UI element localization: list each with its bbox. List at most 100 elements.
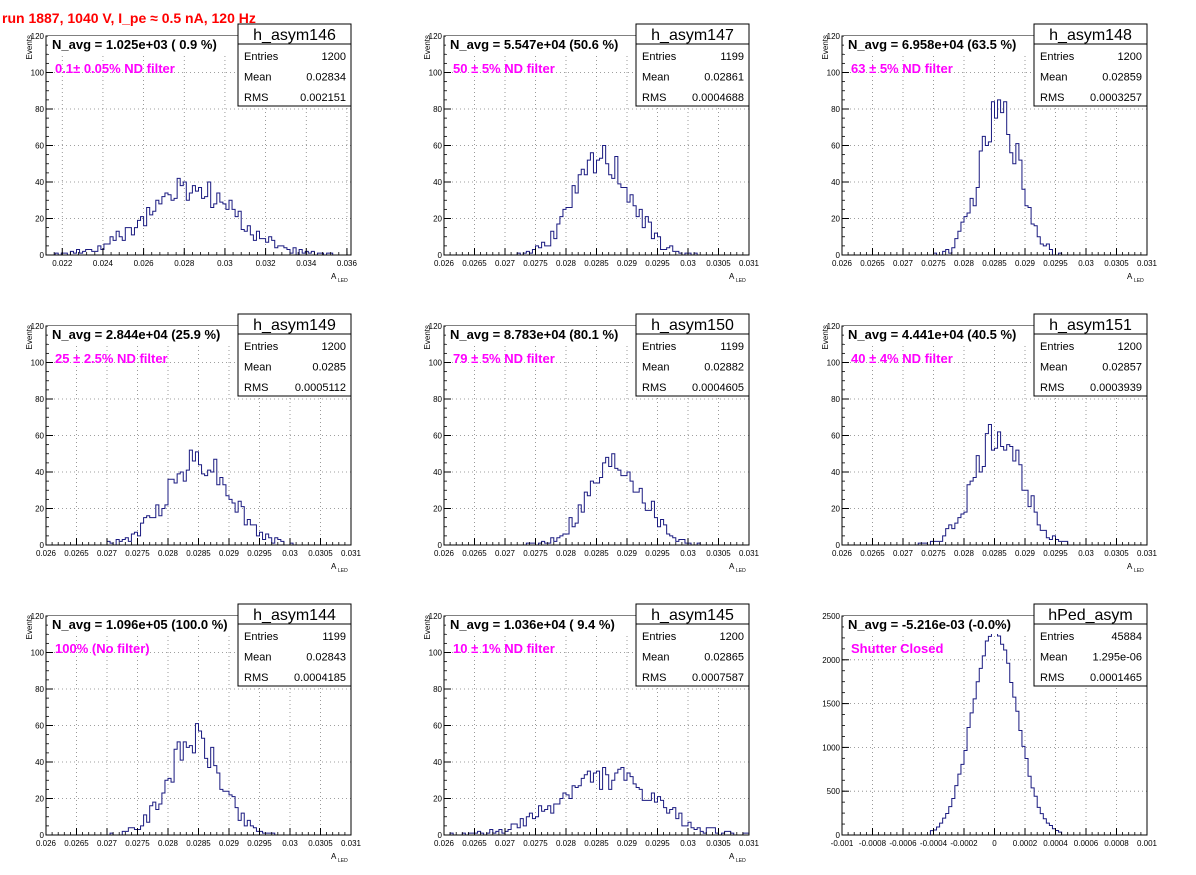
y-tick-label: 120 — [429, 612, 443, 621]
stats-box — [635, 23, 750, 107]
x-axis-title: A — [1127, 272, 1133, 281]
stats-value-mean: 0.02859 — [1102, 72, 1142, 84]
filter-note: 63 ± 5% ND filter — [851, 61, 953, 76]
navg-label: N_avg = 1.096e+05 (100.0 %) — [52, 617, 228, 632]
x-tick-label: 0.0305 — [308, 839, 333, 848]
histogram-svg: 0.026 0.0265 0.027 0.0275 0.028 0.0285 0.029 0.… — [821, 23, 1158, 284]
stats-label-mean: Mean — [1040, 72, 1068, 84]
stats-value-rms: 0.0004185 — [294, 672, 346, 684]
x-tick-label: 0.028 — [556, 839, 577, 848]
y-tick-label: 0 — [40, 251, 45, 260]
navg-label: N_avg = 8.783e+04 (80.1 %) — [450, 327, 618, 342]
y-axis-title: Events — [423, 325, 432, 349]
x-tick-label: 0.0305 — [1104, 259, 1129, 268]
x-tick-label: 0 — [992, 839, 997, 848]
x-tick-label: 0.0295 — [1043, 259, 1068, 268]
x-tick-label: 0.0285 — [186, 549, 211, 558]
x-tick-label: 0.036 — [337, 259, 358, 268]
filter-note: 10 ± 1% ND filter — [453, 641, 555, 656]
x-tick-label: 0.026 — [434, 549, 455, 558]
x-tick-label: 0.031 — [1137, 259, 1158, 268]
stats-value-rms: 0.0003257 — [1090, 92, 1142, 104]
y-tick-label: 0 — [438, 831, 443, 840]
x-axis-title: A — [331, 272, 337, 281]
x-tick-label: 0.03 — [680, 839, 696, 848]
x-tick-label: 0.027 — [97, 839, 118, 848]
stats-label-mean: Mean — [642, 362, 670, 374]
x-tick-label: 0.031 — [341, 839, 362, 848]
y-tick-label: 120 — [429, 322, 443, 331]
histogram-name: h_asym150 — [651, 317, 734, 334]
x-tick-label: 0.031 — [1137, 549, 1158, 558]
stats-label-entries: Entries — [642, 631, 677, 643]
histogram-svg: 0.026 0.0265 0.027 0.0275 0.028 0.0285 0.029 0.… — [25, 603, 362, 864]
navg-box — [446, 616, 662, 634]
stats-box — [635, 603, 750, 687]
x-tick-label: 0.029 — [617, 549, 638, 558]
stats-label-mean: Mean — [1040, 362, 1068, 374]
x-axis-title: A — [331, 562, 337, 571]
x-axis-subscript: LED — [1134, 568, 1144, 574]
stats-label-rms: RMS — [244, 382, 268, 394]
y-tick-label: 20 — [35, 215, 44, 224]
stats-value-rms: 0.0004688 — [692, 92, 744, 104]
y-tick-label: 100 — [429, 69, 443, 78]
stats-value-rms: 0.0003939 — [1090, 382, 1142, 394]
stats-value-mean: 0.02865 — [704, 652, 744, 664]
y-axis-title: Events — [821, 35, 830, 59]
y-tick-label: 2500 — [822, 612, 840, 621]
stats-label-entries: Entries — [1040, 631, 1075, 643]
x-tick-label: 0.028 — [158, 839, 179, 848]
stats-value-rms: 0.0004605 — [692, 382, 744, 394]
x-tick-label: 0.029 — [1015, 259, 1036, 268]
navg-box — [48, 326, 264, 344]
y-tick-label: 100 — [827, 69, 841, 78]
stats-value-mean: 0.02857 — [1102, 362, 1142, 374]
x-tick-label: 0.03 — [217, 259, 233, 268]
y-tick-label: 40 — [831, 468, 840, 477]
histogram-svg: 0.022 0.024 0.026 0.028 0.03 0.032 0.034 0.036 0… — [25, 23, 358, 284]
y-tick-label: 60 — [831, 432, 840, 441]
x-tick-label: 0.024 — [93, 259, 114, 268]
histogram-svg: 0.026 0.0265 0.027 0.0275 0.028 0.0285 0.029 0.… — [423, 23, 760, 284]
navg-label: N_avg = 5.547e+04 (50.6 %) — [450, 37, 618, 52]
x-tick-label: -0.0008 — [859, 839, 887, 848]
x-tick-label: 0.0285 — [584, 839, 609, 848]
x-tick-label: 0.031 — [341, 549, 362, 558]
stats-value-entries: 1199 — [322, 631, 346, 643]
filter-note: 0.1± 0.05% ND filter — [55, 61, 175, 76]
x-tick-label: 0.022 — [52, 259, 73, 268]
x-tick-label: 0.0285 — [982, 549, 1007, 558]
y-tick-label: 20 — [433, 505, 442, 514]
y-tick-label: 120 — [31, 612, 45, 621]
x-tick-label: 0.0008 — [1104, 839, 1129, 848]
stats-label-entries: Entries — [244, 51, 279, 63]
x-tick-label: 0.0275 — [921, 259, 946, 268]
y-tick-label: 60 — [433, 142, 442, 151]
histogram-name: h_asym149 — [253, 317, 336, 334]
histogram-name: h_asym144 — [253, 607, 336, 624]
x-tick-label: 0.031 — [739, 549, 760, 558]
histogram-pad-hPed_asym: -0.001 -0.0008 -0.0006 -0.0004 -0.0002 0 0.000… — [796, 580, 1194, 870]
histogram-name: h_asym148 — [1049, 27, 1132, 44]
x-axis-title: A — [729, 562, 735, 571]
x-tick-label: 0.0295 — [645, 549, 670, 558]
x-tick-label: 0.032 — [256, 259, 277, 268]
x-tick-label: 0.026 — [434, 259, 455, 268]
histogram-pad-h_asym147: 0.026 0.0265 0.027 0.0275 0.028 0.0285 0.029 0.… — [398, 0, 796, 290]
histogram-name: h_asym147 — [651, 27, 734, 44]
histogram-pad-h_asym149: 0.026 0.0265 0.027 0.0275 0.028 0.0285 0.029 0.… — [0, 290, 398, 580]
y-axis-title: Events — [25, 35, 34, 59]
stats-label-rms: RMS — [1040, 92, 1064, 104]
histogram-pad-h_asym146: 0.022 0.024 0.026 0.028 0.03 0.032 0.034 0.036 0… — [0, 0, 398, 290]
x-tick-label: 0.0002 — [1013, 839, 1038, 848]
navg-box — [48, 36, 264, 54]
stats-value-mean: 0.02861 — [704, 72, 744, 84]
run-title: run 1887, 1040 V, I_pe ≈ 0.5 nA, 120 Hz — [2, 10, 256, 26]
stats-label-rms: RMS — [244, 672, 268, 684]
x-tick-label: 0.027 — [97, 549, 118, 558]
stats-value-mean: 0.02882 — [704, 362, 744, 374]
y-tick-label: 80 — [35, 105, 44, 114]
x-tick-label: 0.0275 — [523, 259, 548, 268]
histogram-pad-h_asym144: 0.026 0.0265 0.027 0.0275 0.028 0.0285 0.029 0.… — [0, 580, 398, 870]
